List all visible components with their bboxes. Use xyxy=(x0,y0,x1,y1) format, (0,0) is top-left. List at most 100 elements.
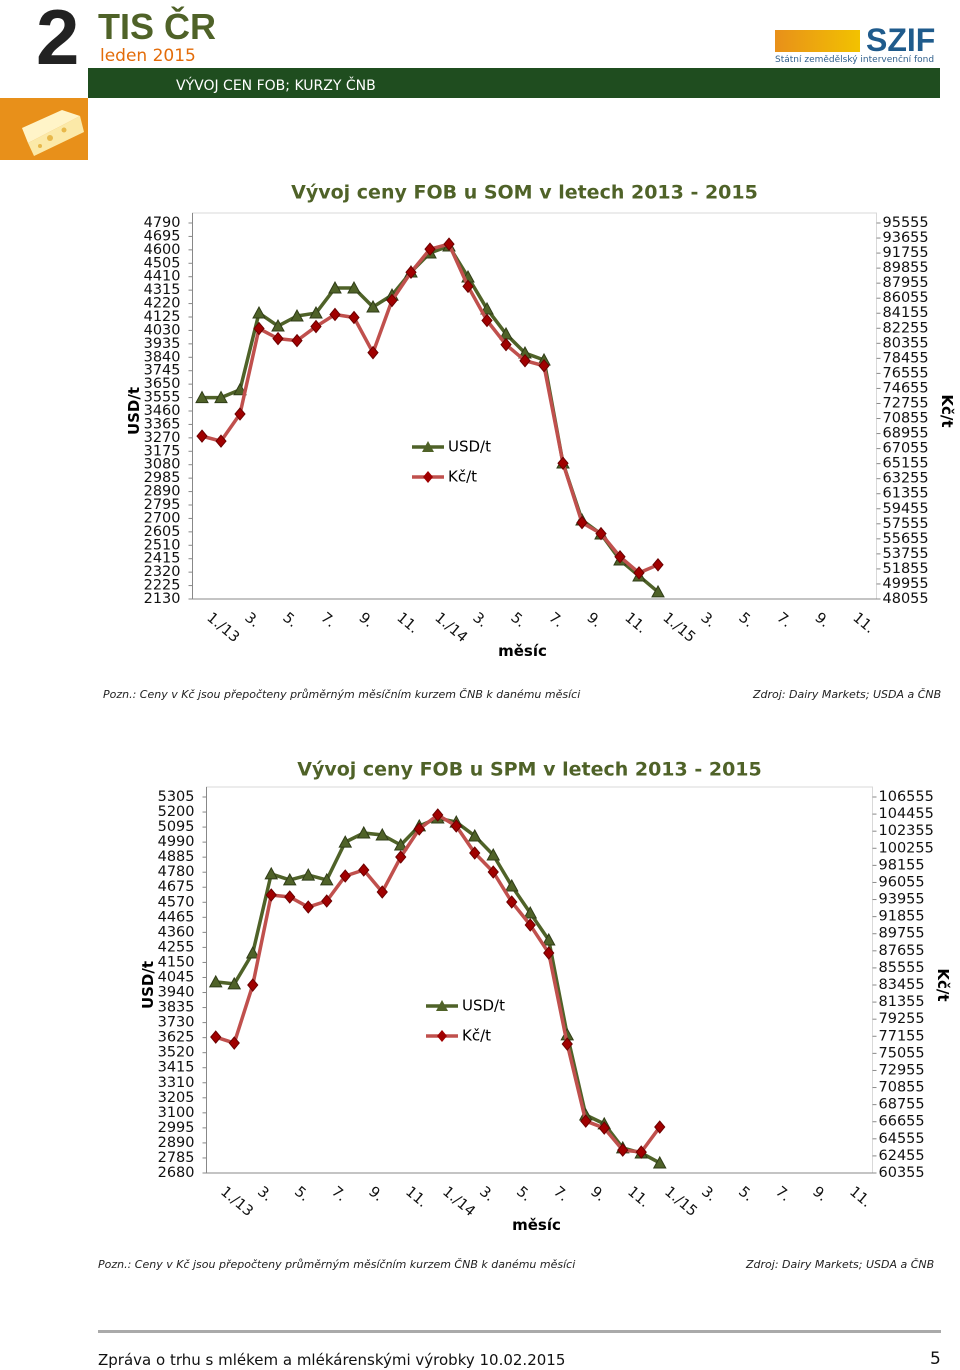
y-tick-label: 4150 xyxy=(158,954,195,970)
diamond-marker xyxy=(469,846,481,860)
diamond-marker xyxy=(215,434,227,448)
y2-tick-label: 83455 xyxy=(879,977,925,993)
y2-tick-label: 48055 xyxy=(883,591,929,607)
y-tick-label: 2795 xyxy=(144,497,181,513)
y-tick-label: 3415 xyxy=(158,1060,195,1076)
diamond-marker xyxy=(487,865,499,879)
diamond-marker xyxy=(481,313,493,328)
y-tick-label: 4990 xyxy=(158,834,195,850)
triangle-marker xyxy=(504,878,519,892)
series-line xyxy=(215,816,661,1165)
diamond-marker xyxy=(617,1143,629,1157)
legend-marker xyxy=(422,441,434,452)
header-bar xyxy=(88,68,940,98)
y-tick-label: 2890 xyxy=(144,484,181,500)
y-tick-label: 3270 xyxy=(144,430,181,446)
x-tick-label: 1./13 xyxy=(217,1184,256,1220)
y2-tick-label: 55655 xyxy=(883,531,929,547)
y-tick-label: 2605 xyxy=(144,524,181,540)
triangle-marker xyxy=(651,584,665,598)
x-tick-label: 7. xyxy=(773,610,794,631)
y-axis-title: USD/t xyxy=(139,961,157,1009)
triangle-marker xyxy=(356,825,371,839)
x-tick-label: 11. xyxy=(393,610,421,637)
plot-frame xyxy=(192,212,877,600)
diamond-marker xyxy=(500,337,512,352)
chart-title: Vývoj ceny FOB u SPM v letech 2013 - 201… xyxy=(297,759,761,781)
diamond-marker xyxy=(247,978,259,992)
y-tick-label: 3650 xyxy=(144,376,181,392)
triangle-marker xyxy=(227,976,242,990)
x-tick-label: 7. xyxy=(545,610,566,631)
x-tick-label: 9. xyxy=(583,610,604,631)
diamond-marker xyxy=(310,319,322,334)
diamond-marker xyxy=(443,237,455,251)
triangle-marker xyxy=(214,390,228,404)
y2-tick-label: 64555 xyxy=(879,1131,925,1147)
diamond-marker xyxy=(432,808,444,822)
diamond-marker xyxy=(576,515,588,530)
y2-tick-label: 67055 xyxy=(883,441,929,457)
page-number: 5 xyxy=(930,1349,941,1369)
diamond-marker xyxy=(424,242,436,256)
triangle-marker xyxy=(366,299,380,313)
x-tick-label: 3. xyxy=(254,1184,275,1205)
diamond-marker xyxy=(302,900,314,914)
diamond-marker xyxy=(652,558,664,572)
chart-title: Vývoj ceny FOB u SOM v letech 2013 - 201… xyxy=(291,182,758,204)
y-axis-title: USD/t xyxy=(125,387,143,435)
plot-frame xyxy=(206,786,873,1174)
y-tick-label: 3940 xyxy=(158,985,195,1001)
series-line xyxy=(202,244,660,594)
note: Pozn.: Ceny v Kč jsou přepočteny průměrn… xyxy=(98,1258,576,1271)
triangle-marker xyxy=(375,827,390,841)
y2-tick-label: 104455 xyxy=(879,806,934,822)
y2-tick-label: 81355 xyxy=(879,994,925,1010)
y-tick-label: 3745 xyxy=(144,363,181,379)
triangle-marker xyxy=(347,280,361,294)
cheese-icon xyxy=(0,98,88,160)
y2-tick-label: 100255 xyxy=(879,840,934,856)
diamond-marker xyxy=(291,333,303,348)
logo-number: 2 xyxy=(36,0,79,81)
y2-tick-label: 60355 xyxy=(879,1165,925,1181)
x-tick-label: 5. xyxy=(735,1184,756,1205)
diamond-marker xyxy=(614,549,626,564)
x-tick-label: 5. xyxy=(513,1184,534,1205)
x-tick-label: 9. xyxy=(811,610,832,631)
x-tick-label: 1./14 xyxy=(431,610,470,646)
y-tick-label: 4315 xyxy=(144,282,181,298)
x-tick-label: 11. xyxy=(402,1184,430,1211)
y-tick-label: 4360 xyxy=(158,924,195,940)
y2-axis-title: Kč/t xyxy=(934,968,952,1001)
y2-tick-label: 63255 xyxy=(883,471,929,487)
x-tick-label: 5. xyxy=(291,1184,312,1205)
x-tick-label: 3. xyxy=(697,610,718,631)
x-tick-label: 9. xyxy=(587,1184,608,1205)
y-tick-label: 2225 xyxy=(144,578,181,594)
triangle-marker xyxy=(319,872,334,886)
diamond-marker xyxy=(358,863,370,877)
diamond-marker xyxy=(321,894,333,908)
y-tick-label: 4410 xyxy=(144,269,181,285)
triangle-marker xyxy=(652,1155,667,1169)
y-tick-label: 4045 xyxy=(158,969,195,985)
y-tick-label: 4790 xyxy=(144,215,181,231)
y-tick-label: 3935 xyxy=(144,336,181,352)
org-name: Státní zemědělský intervenční fond xyxy=(775,55,935,65)
y2-tick-label: 93655 xyxy=(883,230,929,246)
y-tick-label: 2510 xyxy=(144,537,181,553)
y2-tick-label: 87655 xyxy=(879,943,925,959)
legend-marker xyxy=(437,1030,447,1042)
diamond-marker xyxy=(329,307,341,322)
x-tick-label: 7. xyxy=(772,1184,793,1205)
triangle-marker xyxy=(290,308,304,322)
triangle-marker xyxy=(486,847,501,861)
logo-title: TIS ČR xyxy=(98,6,217,47)
y-tick-label: 2785 xyxy=(158,1150,195,1166)
x-axis-title: měsíc xyxy=(512,1216,561,1234)
diamond-marker xyxy=(595,526,607,541)
y2-tick-label: 89855 xyxy=(883,260,929,276)
y-tick-label: 3520 xyxy=(158,1045,195,1061)
